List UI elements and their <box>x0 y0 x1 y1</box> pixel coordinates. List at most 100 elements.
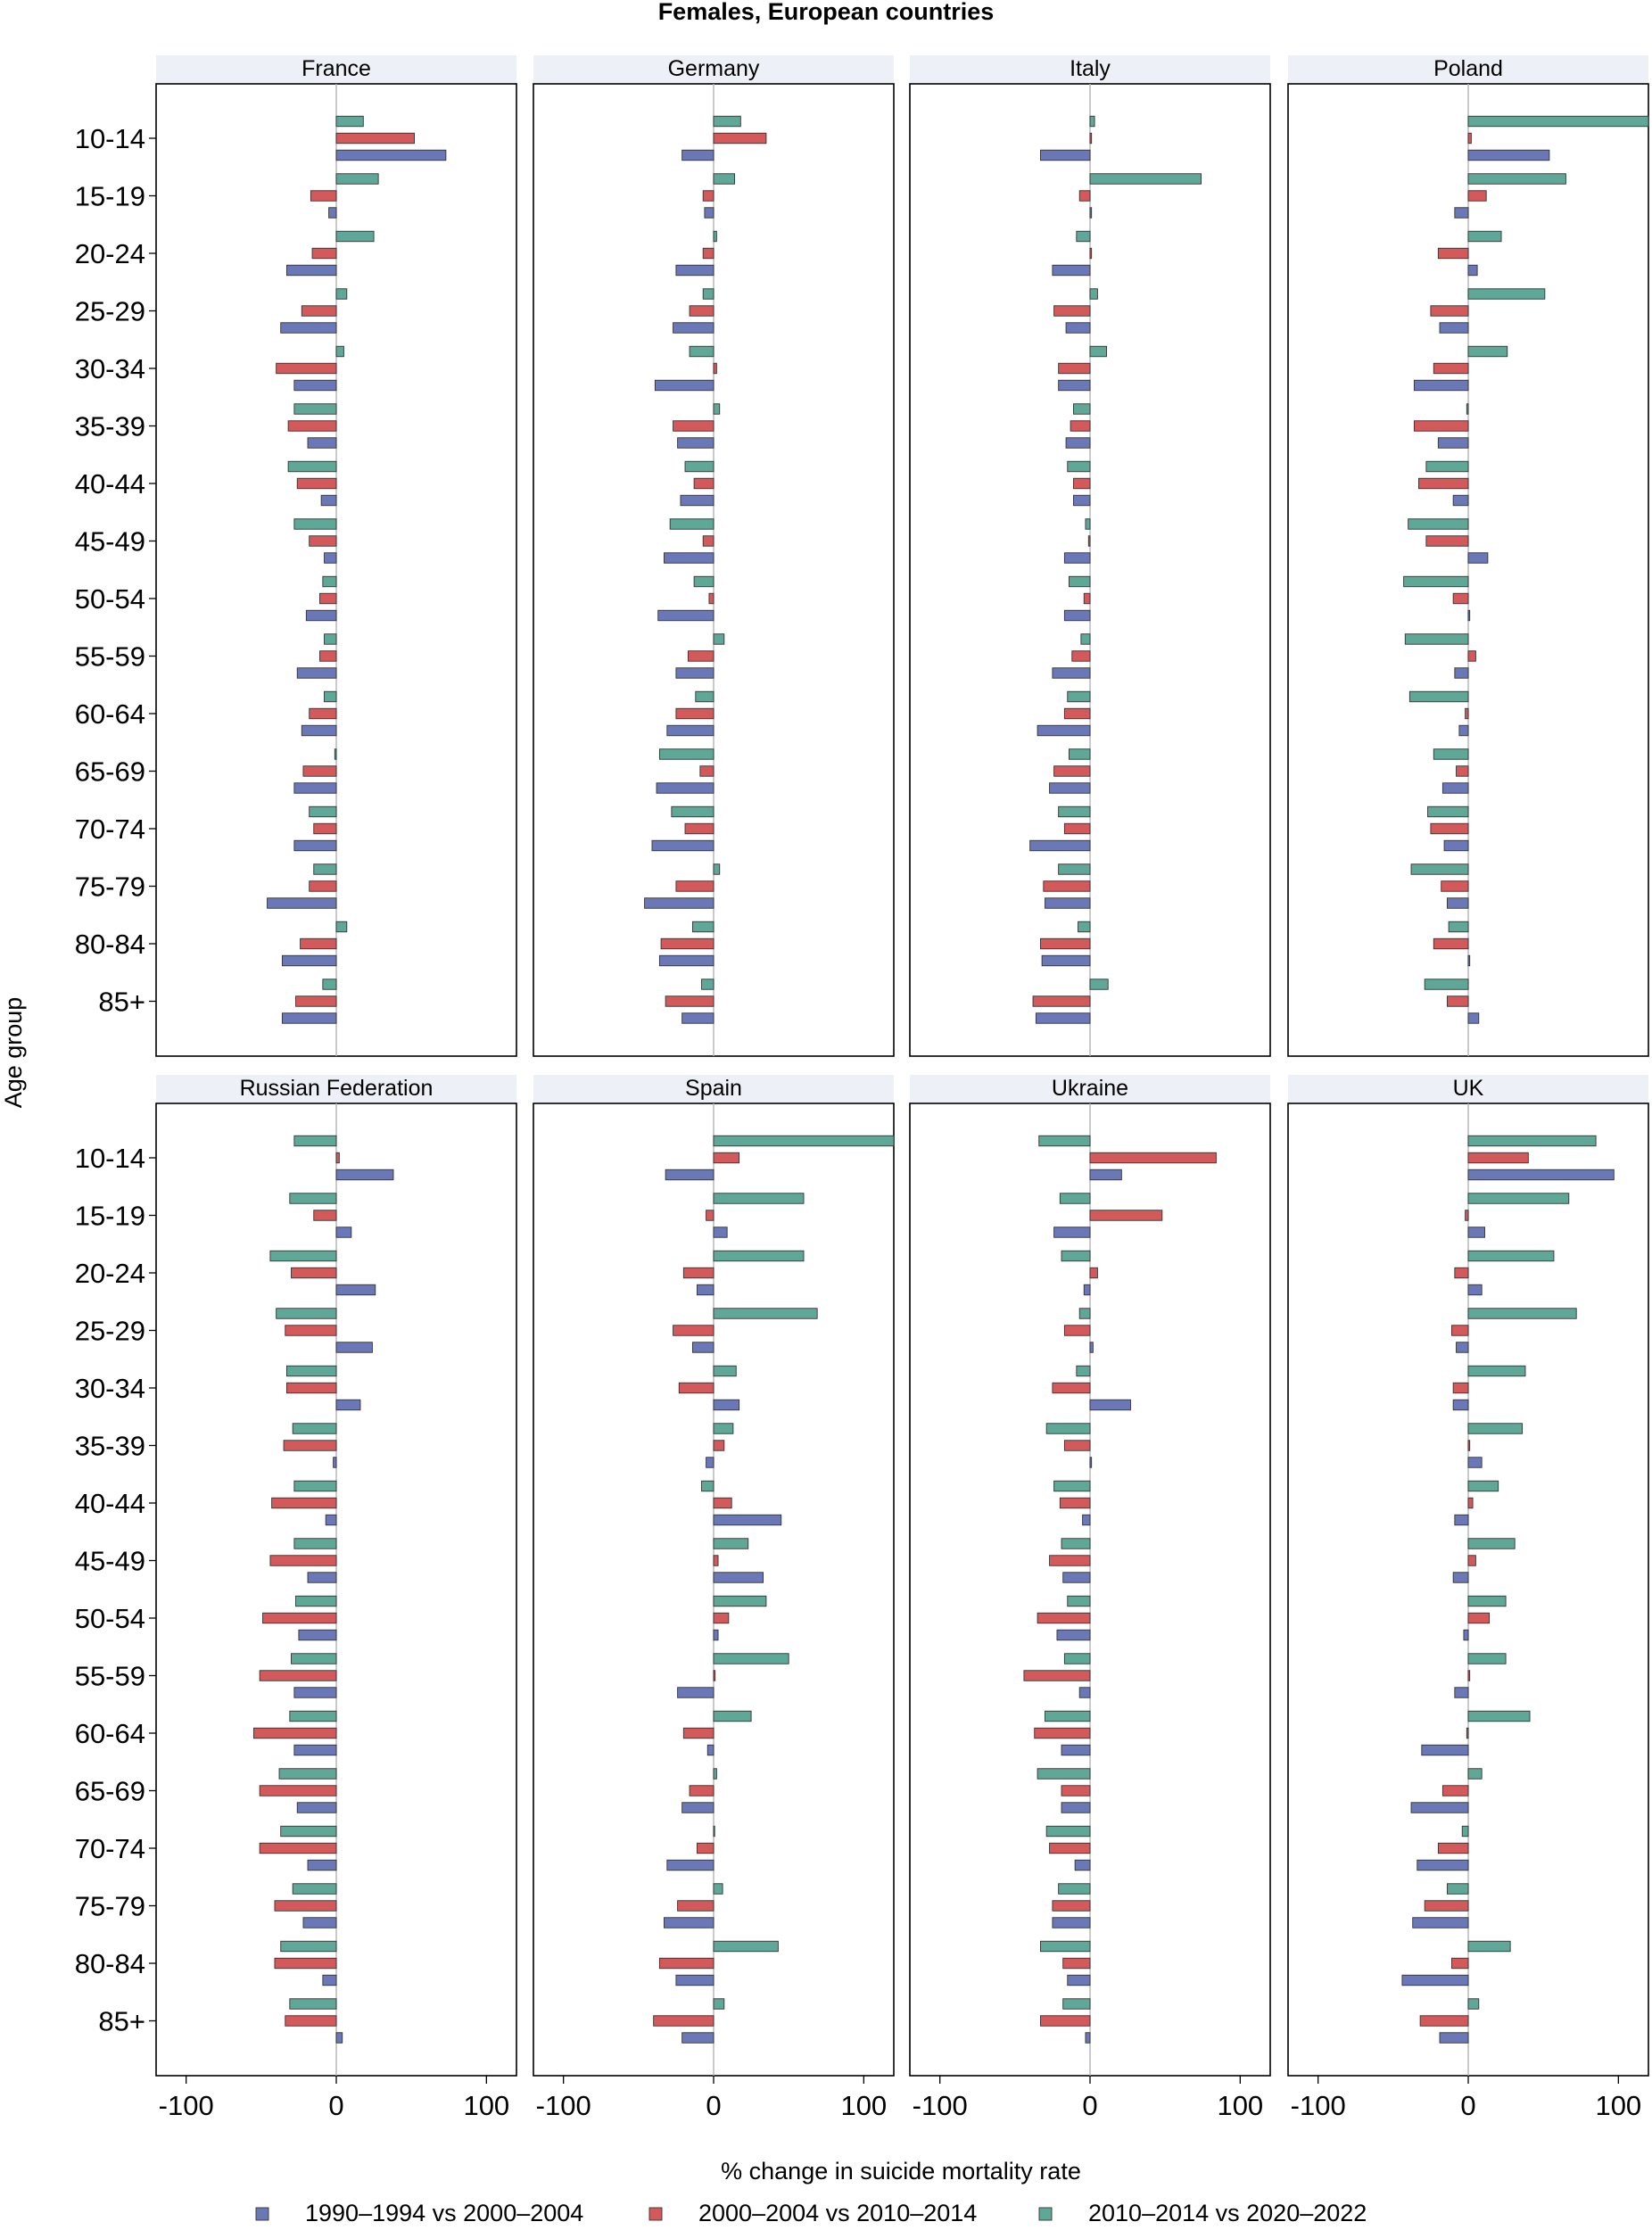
panel-strip <box>1288 1075 1648 1103</box>
bar-russian-federation-30-34-s2 <box>286 1382 337 1394</box>
bar-germany-45-49-s2 <box>702 535 714 547</box>
bar-france-45-49-s1 <box>324 552 337 564</box>
legend-swatch <box>255 2207 269 2221</box>
bar-ukraine-60-64-s2 <box>1034 1727 1091 1739</box>
bar-ukraine-60-64-s3 <box>1045 1710 1091 1722</box>
bar-germany-85-s3 <box>701 979 714 990</box>
bar-ukraine-20-24-s3 <box>1061 1250 1091 1262</box>
panel-title: Poland <box>1433 56 1503 81</box>
bar-italy-20-24-s3 <box>1076 230 1091 243</box>
bar-poland-45-49-s2 <box>1425 535 1469 547</box>
panel-russian-federation: Russian Federation 10-14 15-19 20-24 25-29 30… <box>75 1075 517 2121</box>
panel-strip <box>1288 55 1648 84</box>
panel-uk: UK -100 0 100 <box>1287 1075 1649 2121</box>
bar-uk-60-64-s1 <box>1421 1744 1469 1756</box>
bar-france-30-34-s2 <box>276 362 337 375</box>
bar-italy-65-69-s1 <box>1049 782 1091 794</box>
bar-russian-federation-30-34-s3 <box>286 1365 337 1377</box>
bar-russian-federation-40-44-s3 <box>293 1480 337 1492</box>
bar-ukraine-75-79-s1 <box>1052 1917 1091 1929</box>
bar-poland-25-29-s2 <box>1430 305 1469 317</box>
bar-ukraine-25-29-s1 <box>1089 1342 1094 1353</box>
bar-poland-35-39-s1 <box>1437 437 1469 449</box>
bar-russian-federation-65-69-s2 <box>259 1785 337 1796</box>
bar-italy-30-34-s2 <box>1058 362 1091 375</box>
chart-title: Females, European countries <box>658 0 995 25</box>
bar-russian-federation-70-74-s3 <box>280 1825 337 1838</box>
bar-italy-85-s3 <box>1089 979 1109 990</box>
legend-label: 1990–1994 vs 2000–2004 <box>305 2200 583 2226</box>
bar-spain-65-69-s2 <box>689 1785 714 1796</box>
bar-germany-40-44-s2 <box>693 477 714 490</box>
bar-poland-35-39-s2 <box>1413 420 1469 432</box>
bar-france-80-84-s3 <box>335 921 348 933</box>
bar-uk-50-54-s3 <box>1467 1595 1507 1607</box>
bar-germany-20-24-s3 <box>713 230 717 243</box>
bar-ukraine-70-74-s1 <box>1074 1859 1091 1871</box>
bar-spain-70-74-s1 <box>666 1859 714 1871</box>
bar-russian-federation-40-44-s2 <box>271 1497 337 1509</box>
bar-spain-50-54-s3 <box>713 1595 767 1607</box>
bar-uk-50-54-s1 <box>1463 1629 1469 1641</box>
bar-poland-10-14-s2 <box>1467 132 1472 145</box>
bar-russian-federation-40-44-s1 <box>325 1514 337 1526</box>
bar-spain-20-24-s1 <box>697 1284 714 1296</box>
bar-italy-10-14-s3 <box>1089 115 1095 128</box>
bar-germany-50-54-s3 <box>693 575 714 588</box>
bar-spain-30-34-s3 <box>713 1365 737 1377</box>
panel-title: Ukraine <box>1052 1076 1128 1101</box>
bar-germany-65-69-s3 <box>658 748 714 760</box>
x-tick-label: 0 <box>706 2090 721 2121</box>
bar-france-25-29-s1 <box>280 322 337 334</box>
y-tick-label: 20-24 <box>75 238 145 269</box>
bar-france-50-54-s1 <box>305 609 337 622</box>
bar-poland-20-24-s3 <box>1467 230 1502 243</box>
bar-uk-70-74-s1 <box>1417 1859 1469 1871</box>
panel-germany: Germany <box>533 55 895 1057</box>
bar-italy-50-54-s2 <box>1083 592 1091 605</box>
bar-france-35-39-s2 <box>287 420 337 432</box>
bar-spain-30-34-s1 <box>713 1399 740 1411</box>
bar-italy-25-29-s2 <box>1053 305 1091 317</box>
bar-uk-35-39-s1 <box>1467 1457 1483 1468</box>
bar-germany-60-64-s3 <box>695 690 714 703</box>
bar-germany-55-59-s1 <box>675 667 714 679</box>
bar-ukraine-55-59-s2 <box>1023 1670 1091 1681</box>
bar-spain-60-64-s2 <box>682 1727 714 1739</box>
x-tick-label: 0 <box>1082 2090 1097 2121</box>
bar-uk-25-29-s2 <box>1451 1325 1469 1336</box>
bar-france-55-59-s1 <box>296 667 337 679</box>
bar-ukraine-70-74-s2 <box>1049 1842 1091 1854</box>
bar-spain-80-84-s3 <box>713 1940 779 1953</box>
bar-france-70-74-s3 <box>309 805 337 818</box>
bar-uk-55-59-s1 <box>1454 1687 1469 1698</box>
bar-russian-federation-70-74-s1 <box>307 1859 337 1871</box>
y-tick-label: 10-14 <box>75 123 145 154</box>
bar-france-20-24-s1 <box>286 264 337 277</box>
bar-germany-80-84-s2 <box>660 937 714 950</box>
y-tick-label: 65-69 <box>75 756 145 788</box>
bar-italy-85-s1 <box>1035 1012 1091 1024</box>
bar-poland-65-69-s2 <box>1456 765 1469 777</box>
legend-item-2: 2000–2004 vs 2010–2014 <box>648 2200 977 2226</box>
bar-italy-60-64-s1 <box>1037 724 1091 737</box>
bar-uk-85-s1 <box>1439 2032 1469 2044</box>
bar-ukraine-35-39-s3 <box>1045 1423 1091 1434</box>
x-tick-label: -100 <box>1291 2090 1346 2121</box>
bar-ukraine-85-s2 <box>1039 2015 1091 2027</box>
y-tick-label: 40-44 <box>75 1488 145 1519</box>
bar-poland-75-79-s3 <box>1410 863 1469 875</box>
y-tick-label: 45-49 <box>75 1546 145 1577</box>
bar-italy-30-34-s3 <box>1089 345 1107 358</box>
y-tick-label: 20-24 <box>75 1258 145 1289</box>
legend-item-1: 1990–1994 vs 2000–2004 <box>255 2200 583 2226</box>
x-tick-label: -100 <box>913 2090 968 2121</box>
bar-germany-45-49-s1 <box>664 552 714 564</box>
bar-france-30-34-s3 <box>335 345 344 358</box>
y-tick-label: 30-34 <box>75 353 145 384</box>
bar-germany-10-14-s2 <box>713 132 767 145</box>
bar-spain-55-59-s3 <box>713 1653 789 1664</box>
y-tick-label: 75-79 <box>75 871 145 903</box>
bar-russian-federation-85-s1 <box>335 2032 343 2044</box>
y-tick-label: 50-54 <box>75 1603 145 1634</box>
